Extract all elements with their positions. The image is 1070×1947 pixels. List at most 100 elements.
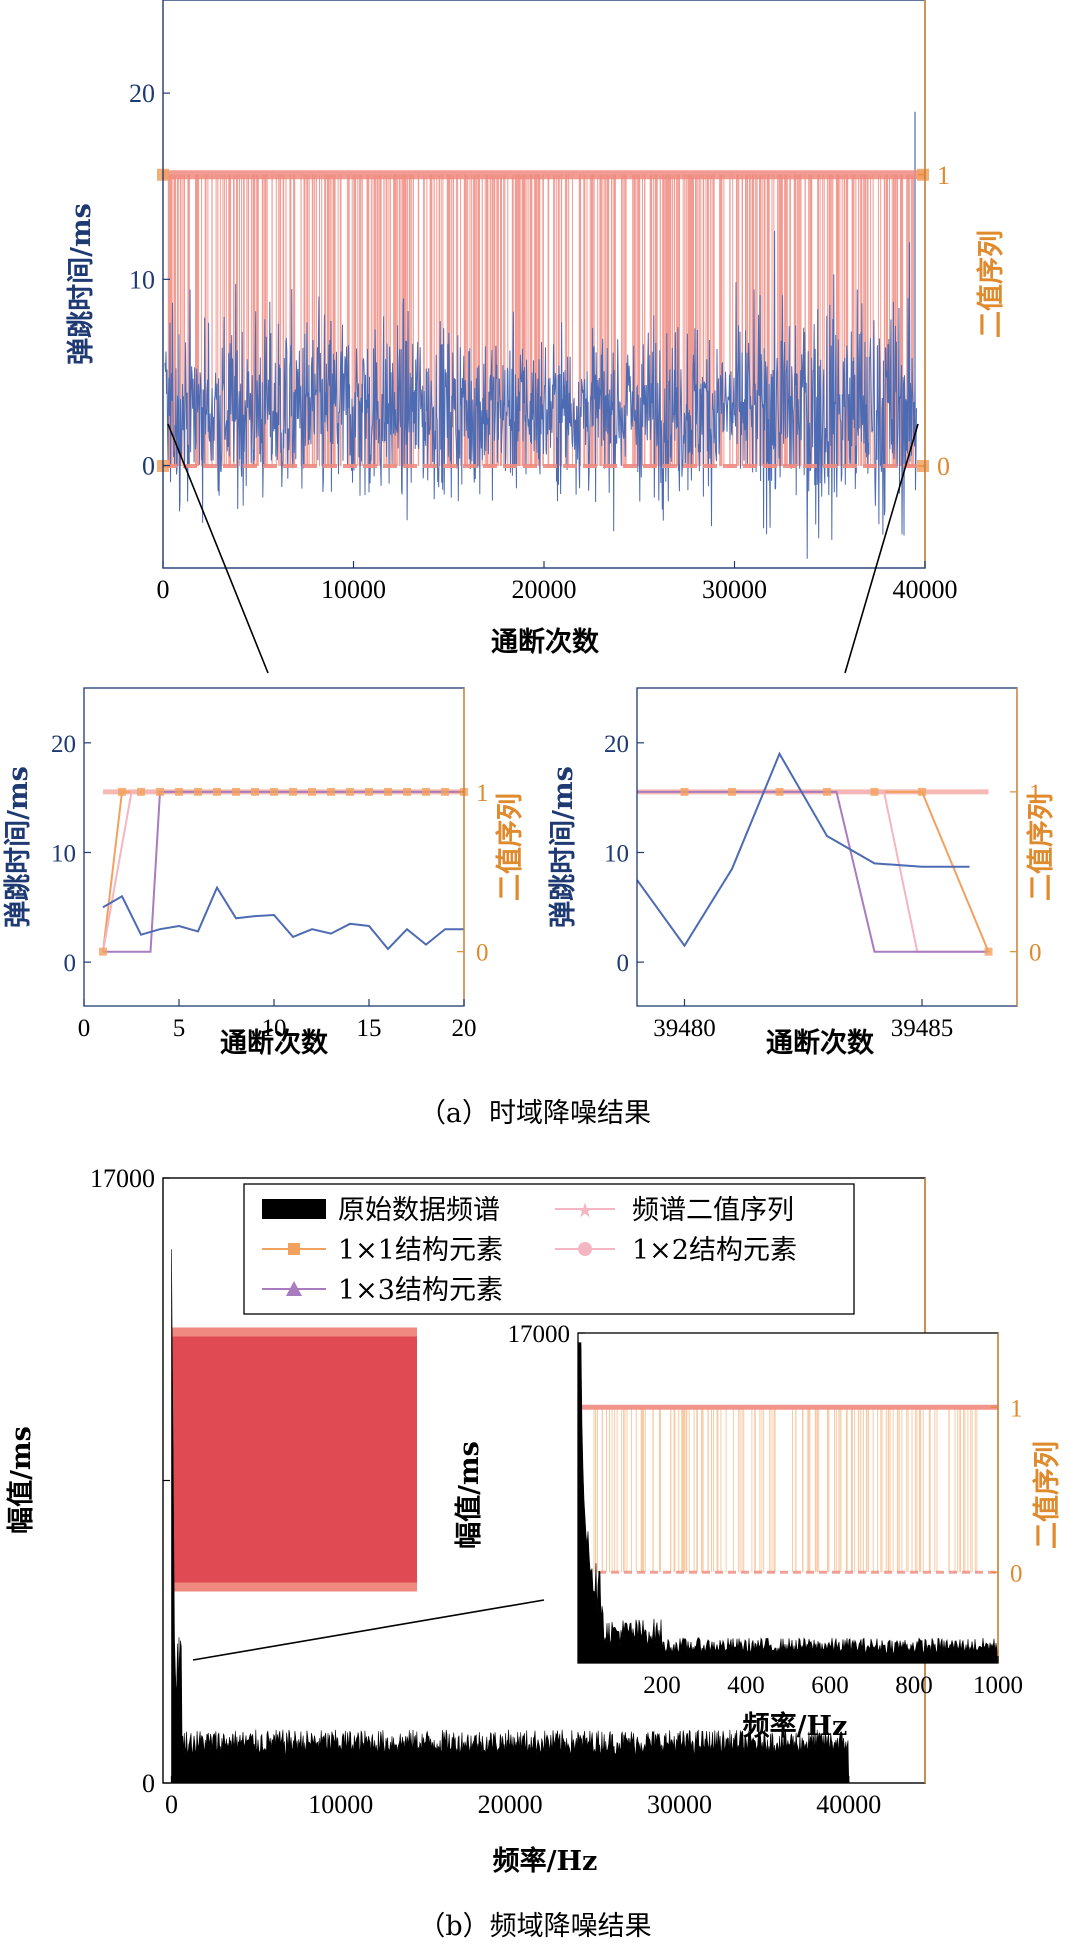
caption-b: （b）频域降噪结果 [418,1911,651,1942]
binary-1x3 [103,790,464,953]
square-marker [728,787,736,796]
legend-box [243,1183,855,1315]
bounce-time-line [636,751,970,948]
square-marker-icon [288,1243,300,1255]
a-main-axes: 0 10000 20000 30000 40000 0 10 20 0 1 [129,79,958,604]
square-marker [270,787,278,796]
legend-swatch-black [262,1199,326,1219]
chart-b-zoom: 200 400 600 800 1000 17000 0 1 幅值/ms 二值序列 频率/Hz [454,1321,1063,1742]
x-tick-label: 20000 [512,575,577,604]
x-tick-label: 5 [173,1015,186,1042]
b-main-axes: 0 10000 20000 30000 40000 0 17000 [90,1164,881,1819]
square-marker [232,787,240,796]
chart-a-zoom-right: 39480 39485 0 10 20 0 1 弹跳时间/ms 二值序列 通断次数 [548,687,1057,1059]
x-tick-label: 0 [157,575,170,604]
y-tick-label: 17000 [508,1321,571,1348]
y-tick-label: 0 [142,1769,155,1798]
x-tick-label: 600 [811,1672,849,1699]
a-right-ylabel: 弹跳时间/ms [548,766,579,928]
y2-tick-label: 0 [937,452,950,481]
a-right-y2label: 二值序列 [1025,793,1057,901]
bounce-time-signal [164,230,917,559]
x-tick-label: 400 [727,1672,765,1699]
a-left-axes: 0 5 10 15 20 0 10 20 0 1 [51,731,489,1042]
a-right-plot-area [636,751,993,956]
square-marker [327,787,335,796]
legend-entry-1x2: 1×2结构元素 [555,1235,797,1266]
legend-label: 原始数据频谱 [338,1195,500,1226]
circle-marker-icon [578,1242,592,1256]
a-right-frame [636,687,1018,1007]
legend-entry-1x1: 1×1结构元素 [262,1235,503,1266]
x-tick-label: 30000 [702,575,767,604]
square-marker [918,787,926,796]
y-tick-label: 20 [51,731,76,758]
x-tick-label: 40000 [816,1790,881,1819]
x-tick-label: 20000 [478,1790,543,1819]
legend-label: 1×1结构元素 [338,1235,503,1266]
x-tick-label: 800 [895,1672,933,1699]
b-zoom-xlabel: 频率/Hz [743,1710,848,1742]
y-tick-label: 0 [617,950,630,977]
b-main-xlabel: 频率/Hz [493,1845,598,1877]
b-zoom-plot-area [577,1342,999,1664]
binary-transition-lines [593,1407,978,1573]
binary-1x2 [637,790,989,953]
square-marker [346,787,354,796]
caption-a: （a）时域降噪结果 [419,1098,651,1129]
x-tick-label: 0 [78,1015,91,1042]
b-connector [192,1599,545,1661]
raw-spectrum [171,1249,850,1784]
x-tick-label: 39485 [891,1015,954,1042]
y-tick-label: 10 [51,840,76,867]
legend-entry-binary-sequence: ★ 频谱二值序列 [555,1195,794,1226]
raw-spectrum-zoom [577,1342,999,1664]
square-marker [870,787,879,796]
a-left-y2label: 二值序列 [494,793,526,901]
b-zoom-background [578,1333,998,1663]
square-marker [251,787,259,796]
y-tick-label: 20 [129,79,155,108]
y-tick-label: 20 [604,731,629,758]
a-connector-left [167,423,269,674]
x-tick-label: 200 [643,1672,681,1699]
a-main-plot-area [157,111,929,559]
x-tick-label: 1000 [973,1672,1023,1699]
binary-1x1 [637,790,990,953]
chart-b-main: 0 10000 20000 30000 40000 0 17000 幅值/ms 频率/Hz [6,1164,926,1877]
x-tick-label: 10000 [308,1790,373,1819]
square-marker [823,787,831,796]
x-tick-label: 30000 [647,1790,712,1819]
chart-a-main: 0 10000 20000 30000 40000 0 10 20 0 1 弹跳时间/ms 二值序… [66,0,1007,658]
binary-1x1 [102,790,464,952]
square-marker [137,787,145,796]
square-marker [213,787,221,796]
square-marker [422,787,430,796]
x-tick-label: 39480 [653,1015,716,1042]
a-left-plot-area [99,787,468,956]
a-left-ylabel: 弹跳时间/ms [3,766,34,928]
a-connector-right [844,423,919,674]
y-tick-label: 17000 [90,1164,155,1193]
legend-entry-1x3: 1×3结构元素 [262,1275,503,1306]
y-tick-label: 0 [142,452,155,481]
square-marker [194,787,202,796]
square-marker [308,787,316,796]
a-left-frame [83,687,465,1007]
square-marker [441,787,449,796]
x-tick-label: 20 [452,1015,477,1042]
x-tick-label: 10 [262,1015,287,1042]
legend-entry-raw-spectrum: 原始数据频谱 [262,1195,500,1226]
square-marker [156,787,164,796]
bounce-time-line [102,885,464,951]
binary-1x3 [637,790,989,953]
b-zoom-y2label: 二值序列 [1031,1441,1063,1549]
x-tick-label: 40000 [893,575,958,604]
legend-label: 频谱二值序列 [632,1195,794,1226]
square-marker [289,787,297,796]
square-marker [680,787,689,796]
binary-transition-block [171,1328,417,1591]
y2-tick-label: 1 [476,780,489,807]
square-marker [118,787,126,796]
